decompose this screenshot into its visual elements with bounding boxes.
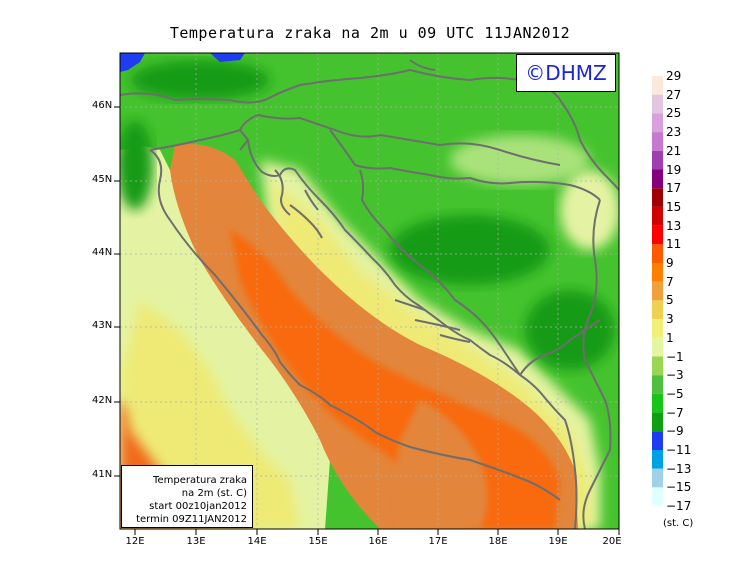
legend-label: 3 [666, 312, 674, 327]
lon-tick-15: 15E [308, 536, 328, 547]
dhmz-logo: ©DHMZ [516, 54, 616, 92]
legend-label: 1 [666, 330, 674, 345]
legend-color-bar [652, 76, 663, 507]
legend-swatch [652, 450, 663, 469]
legend-label: −1 [666, 349, 684, 364]
info-box: Temperatura zraka na 2m (st. C) start 00… [121, 465, 253, 528]
lat-tick-45: 45N [92, 174, 113, 185]
legend-swatch [652, 412, 663, 432]
lon-tick-20: 20E [602, 536, 622, 547]
legend-swatch [652, 188, 663, 207]
legend-swatch [652, 356, 663, 376]
legend-swatch [652, 375, 663, 394]
legend-swatch [652, 132, 663, 151]
alps-dark [130, 60, 270, 100]
grid [120, 53, 619, 529]
legend-label: −17 [666, 499, 692, 514]
legend-label: −9 [666, 424, 684, 439]
legend-label: 19 [666, 162, 682, 177]
legend-unit: (st. C) [663, 518, 694, 529]
legend-swatch [652, 468, 663, 488]
legend-swatch [652, 263, 663, 282]
legend-label: 11 [666, 237, 682, 252]
legend-label: 29 [666, 69, 682, 83]
legend-label: 5 [666, 293, 674, 308]
legend-swatch [652, 94, 663, 114]
legend-swatch [652, 281, 663, 301]
east-pale [560, 170, 619, 250]
legend-label: −3 [666, 368, 684, 383]
legend-swatch [652, 337, 663, 357]
adriatic-hot-core [230, 230, 560, 529]
legend-swatch [652, 487, 663, 507]
lon-tick-18: 18E [488, 536, 508, 547]
legend-label: 21 [666, 143, 682, 158]
legend-swatch [652, 150, 663, 170]
lon-tick-13: 13E [186, 536, 206, 547]
lat-tick-46: 46N [92, 100, 113, 111]
adriatic-warm-tongue [395, 400, 488, 529]
map-title: Temperatura zraka na 2m u 09 UTC 11JAN20… [169, 24, 571, 42]
lon-tick-16: 16E [368, 536, 388, 547]
info-line-1: Temperatura zraka [153, 475, 247, 486]
map-frame [119, 52, 620, 530]
lon-tick-19: 19E [548, 536, 568, 547]
legend-label: 7 [666, 274, 674, 289]
legend-swatch [652, 319, 663, 338]
info-line-2: na 2m (st. C) [181, 488, 247, 499]
lon-tick-14: 14E [247, 536, 267, 547]
info-line-3: start 00z10jan2012 [149, 501, 247, 512]
lat-tick-44: 44N [92, 247, 113, 258]
bosnia-dark [390, 215, 550, 285]
coastlines [120, 59, 619, 529]
legend-label: −13 [666, 461, 692, 476]
legend-swatch [652, 244, 663, 263]
legend-swatch [652, 76, 663, 95]
info-line-4: termin 09Z11JAN2012 [136, 514, 247, 525]
alps-west-dark [120, 120, 153, 210]
lat-tick-43: 43N [92, 320, 113, 331]
lat-tick-41: 41N [92, 469, 113, 480]
legend-swatch [652, 169, 663, 189]
legend-swatch [652, 206, 663, 226]
legend-label: 9 [666, 256, 674, 270]
lon-tick-17: 17E [428, 536, 448, 547]
legend-label: 15 [666, 199, 682, 214]
alps-cold-patch [120, 53, 145, 72]
lon-tick-12: 12E [125, 536, 145, 547]
legend-swatch [652, 300, 663, 320]
axis-ticks [114, 106, 620, 535]
legend-label: −15 [666, 480, 692, 495]
legend-swatch [652, 431, 663, 450]
legend-label: 13 [666, 218, 682, 233]
legend-label: 25 [666, 106, 682, 121]
map-area [120, 53, 619, 529]
legend-label: −11 [666, 443, 692, 457]
legend-swatch [652, 225, 663, 245]
alps-cold-patch-2 [210, 53, 245, 62]
legend-label: 23 [666, 125, 682, 140]
legend-label: 27 [666, 87, 682, 102]
legend-swatch [652, 113, 663, 133]
legend-label: 17 [666, 181, 682, 196]
legend-label: −7 [666, 405, 684, 420]
pannonia-light [450, 135, 590, 185]
legend-swatch [652, 393, 663, 413]
legend-label: −5 [666, 386, 684, 401]
lat-tick-42: 42N [92, 395, 113, 406]
